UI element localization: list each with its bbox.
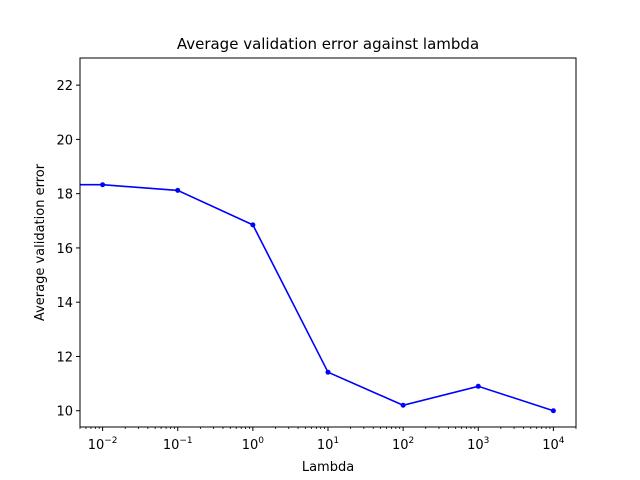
- y-axis-title: Average validation error: [33, 163, 48, 321]
- data-point: [325, 369, 331, 375]
- x-axis-title: Lambda: [302, 460, 354, 475]
- x-tick-base: 10: [392, 438, 409, 453]
- x-tick-exponent: −2: [104, 436, 117, 446]
- data-point: [475, 383, 481, 389]
- x-tick-base: 10: [542, 438, 559, 453]
- x-tick-exponent: 0: [258, 436, 264, 446]
- data-point: [100, 182, 106, 188]
- x-tick-label: 104: [542, 436, 565, 453]
- x-tick-label: 101: [317, 436, 339, 453]
- data-point: [400, 402, 406, 408]
- series-line: [80, 183, 554, 412]
- y-tick-label: 14: [56, 296, 73, 311]
- x-tick-base: 10: [467, 438, 484, 453]
- data-point: [250, 222, 256, 228]
- data-point: [550, 408, 556, 414]
- y-tick-label: 12: [56, 350, 73, 365]
- x-tick-base: 10: [242, 438, 259, 453]
- x-tick-exponent: 4: [559, 436, 565, 446]
- plot-frame: [79, 57, 577, 428]
- x-tick-exponent: −1: [179, 436, 192, 446]
- x-tick-exponent: 2: [409, 436, 415, 446]
- x-tick-label: 100: [242, 436, 265, 453]
- plot-area: [80, 182, 556, 414]
- x-tick-base: 10: [88, 438, 105, 453]
- chart-title: Average validation error against lambda: [177, 35, 479, 53]
- y-tick-label: 10: [56, 405, 73, 420]
- x-axis: 10−2 10−1 100 101 102 103 104: [79, 427, 577, 453]
- x-tick-exponent: 1: [333, 436, 339, 446]
- x-tick-exponent: 3: [484, 436, 490, 446]
- y-tick-label: 18: [56, 188, 73, 203]
- x-tick-base: 10: [317, 438, 334, 453]
- y-tick-label: 16: [56, 242, 73, 257]
- x-tick-base: 10: [163, 438, 180, 453]
- x-tick-label: 10−2: [88, 436, 118, 453]
- x-tick-label: 102: [392, 436, 414, 453]
- y-tick-label: 20: [56, 133, 73, 148]
- y-tick-label: 22: [56, 79, 73, 94]
- y-axis: 10 12 14 16 18 20 22: [56, 79, 80, 420]
- data-point: [175, 187, 181, 193]
- x-tick-label: 103: [467, 436, 489, 453]
- x-tick-label: 10−1: [163, 436, 193, 453]
